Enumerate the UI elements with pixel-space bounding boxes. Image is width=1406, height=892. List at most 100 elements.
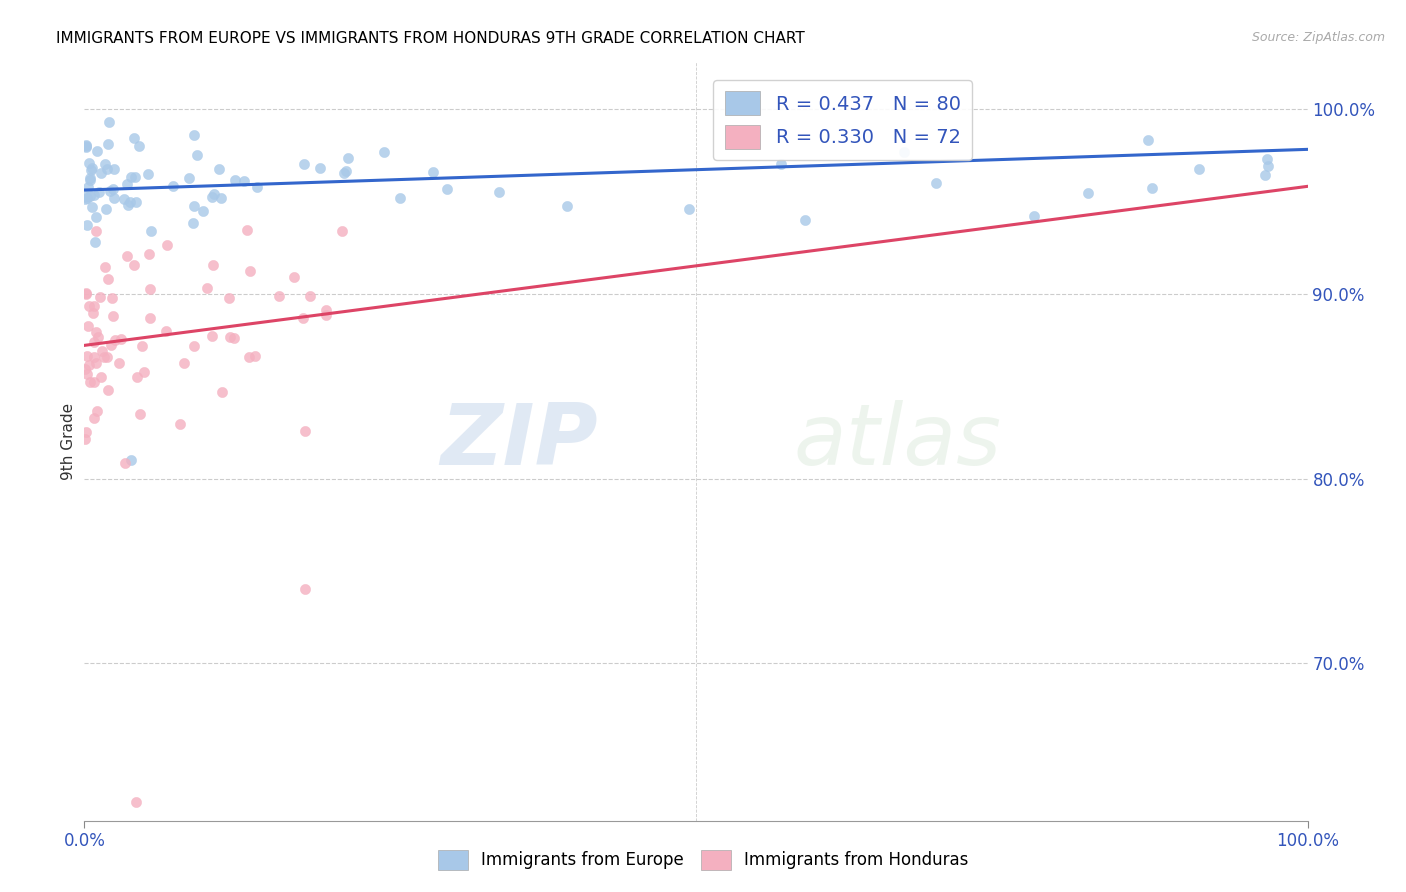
Point [104, 333, 127, 347]
Point [131, 339, 153, 353]
Point [79, 188, 101, 202]
Point [138, 247, 160, 261]
Point [1257, 159, 1279, 173]
Point [100, 338, 122, 352]
Point [332, 166, 354, 180]
Point [218, 291, 240, 305]
Point [224, 172, 246, 186]
Point [925, 176, 948, 190]
Point [84, 224, 107, 238]
Point [219, 330, 242, 344]
Point [120, 453, 142, 467]
Point [373, 145, 395, 159]
Point [232, 174, 254, 188]
Point [96, 162, 118, 177]
Point [75, 140, 97, 154]
Point [236, 222, 259, 236]
Point [200, 328, 222, 343]
Point [86, 145, 108, 159]
Point [76, 191, 98, 205]
Point [124, 130, 146, 145]
Point [115, 177, 138, 191]
Point [79, 170, 101, 185]
Point [156, 237, 179, 252]
Point [79, 299, 101, 313]
Point [86, 326, 108, 340]
Point [103, 182, 125, 196]
Point [117, 249, 139, 263]
Point [97, 136, 120, 151]
Point [112, 192, 135, 206]
Point [97, 383, 120, 397]
Point [75, 432, 97, 446]
Point [77, 179, 100, 194]
Point [1256, 152, 1278, 166]
Point [292, 311, 315, 326]
Point [239, 264, 262, 278]
Point [83, 410, 105, 425]
Point [91, 344, 114, 359]
Point [83, 188, 105, 202]
Point [114, 456, 136, 470]
Point [83, 334, 105, 349]
Point [84, 356, 107, 370]
Point [77, 156, 100, 170]
Point [202, 259, 225, 273]
Point [117, 198, 139, 212]
Point [103, 162, 125, 177]
Point [96, 350, 118, 364]
Point [186, 148, 208, 162]
Point [75, 425, 97, 439]
Point [94, 156, 117, 170]
Text: IMMIGRANTS FROM EUROPE VS IMMIGRANTS FROM HONDURAS 9TH GRADE CORRELATION CHART: IMMIGRANTS FROM EUROPE VS IMMIGRANTS FRO… [56, 31, 806, 46]
Point [238, 351, 260, 365]
Point [87, 330, 110, 344]
Point [118, 195, 141, 210]
Point [245, 349, 267, 363]
Point [93, 350, 115, 364]
Point [110, 332, 132, 346]
Point [125, 195, 148, 210]
Point [83, 376, 105, 390]
Point [139, 223, 162, 237]
Point [139, 311, 162, 326]
Point [169, 417, 191, 431]
Point [86, 404, 108, 418]
Point [80, 163, 103, 178]
Point [139, 282, 162, 296]
Point [108, 356, 131, 370]
Point [90, 369, 112, 384]
Point [97, 115, 120, 129]
Point [191, 204, 214, 219]
Point [309, 161, 332, 175]
Text: atlas: atlas [794, 400, 1002, 483]
Point [488, 185, 510, 199]
Point [125, 369, 148, 384]
Point [770, 157, 793, 171]
Point [84, 210, 107, 224]
Point [90, 166, 112, 180]
Point [73, 192, 96, 206]
Point [283, 270, 305, 285]
Point [436, 182, 458, 196]
Point [128, 139, 150, 153]
Point [292, 157, 315, 171]
Point [82, 306, 104, 320]
Point [208, 161, 231, 176]
Point [75, 287, 97, 301]
Point [183, 339, 205, 353]
Point [103, 191, 125, 205]
Point [75, 285, 97, 300]
Point [1022, 209, 1045, 223]
Point [195, 281, 218, 295]
Point [1140, 180, 1163, 194]
Point [294, 582, 316, 597]
Text: Source: ZipAtlas.com: Source: ZipAtlas.com [1251, 31, 1385, 45]
Point [269, 288, 291, 302]
Point [120, 169, 142, 184]
Point [96, 272, 118, 286]
Point [76, 218, 98, 232]
Point [224, 331, 246, 345]
Point [96, 202, 118, 217]
Point [181, 216, 204, 230]
